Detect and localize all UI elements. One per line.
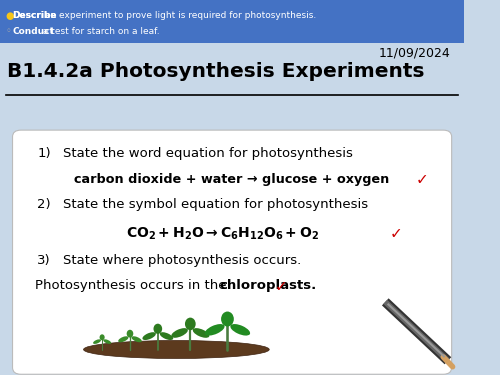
Ellipse shape <box>192 328 210 338</box>
Text: chloroplasts.: chloroplasts. <box>220 279 317 292</box>
Text: $\mathbf{CO_2 + H_2O \rightarrow C_6H_{12}O_6 + O_2}$: $\mathbf{CO_2 + H_2O \rightarrow C_6H_{1… <box>126 226 320 242</box>
Text: B1.4.2a Photosynthesis Experiments: B1.4.2a Photosynthesis Experiments <box>7 62 424 81</box>
Text: 2): 2) <box>37 198 51 211</box>
Text: State where photosynthesis occurs.: State where photosynthesis occurs. <box>62 254 301 267</box>
Text: Conduct: Conduct <box>12 27 54 36</box>
Ellipse shape <box>93 339 101 344</box>
Ellipse shape <box>160 332 173 340</box>
Text: Describe: Describe <box>12 11 57 20</box>
Ellipse shape <box>205 324 225 336</box>
Ellipse shape <box>100 334 104 340</box>
Text: ✓: ✓ <box>390 226 402 241</box>
Text: ●: ● <box>6 11 14 21</box>
Ellipse shape <box>104 339 111 344</box>
Text: ◦: ◦ <box>6 27 12 36</box>
Ellipse shape <box>132 336 142 342</box>
Text: 1): 1) <box>37 147 51 160</box>
Text: ✓: ✓ <box>274 279 287 294</box>
Text: 3): 3) <box>37 254 51 267</box>
Text: an experiment to prove light is required for photosynthesis.: an experiment to prove light is required… <box>42 11 316 20</box>
Text: a test for starch on a leaf.: a test for starch on a leaf. <box>40 27 160 36</box>
Ellipse shape <box>185 318 196 330</box>
Text: Describe: Describe <box>12 11 57 20</box>
Ellipse shape <box>172 328 188 338</box>
Text: State the symbol equation for photosynthesis: State the symbol equation for photosynth… <box>62 198 368 211</box>
Ellipse shape <box>230 324 250 336</box>
Ellipse shape <box>154 324 162 334</box>
Ellipse shape <box>126 330 134 338</box>
FancyBboxPatch shape <box>12 130 452 374</box>
Ellipse shape <box>84 340 269 358</box>
Ellipse shape <box>221 312 234 327</box>
Text: 11/09/2024: 11/09/2024 <box>378 47 450 60</box>
Text: ✓: ✓ <box>416 172 428 188</box>
Text: Photosynthesis occurs in the: Photosynthesis occurs in the <box>35 279 230 292</box>
FancyBboxPatch shape <box>0 0 464 43</box>
Text: State the word equation for photosynthesis: State the word equation for photosynthes… <box>62 147 352 160</box>
Ellipse shape <box>142 332 156 340</box>
Ellipse shape <box>118 336 128 342</box>
Text: carbon dioxide + water → glucose + oxygen: carbon dioxide + water → glucose + oxyge… <box>74 172 390 186</box>
